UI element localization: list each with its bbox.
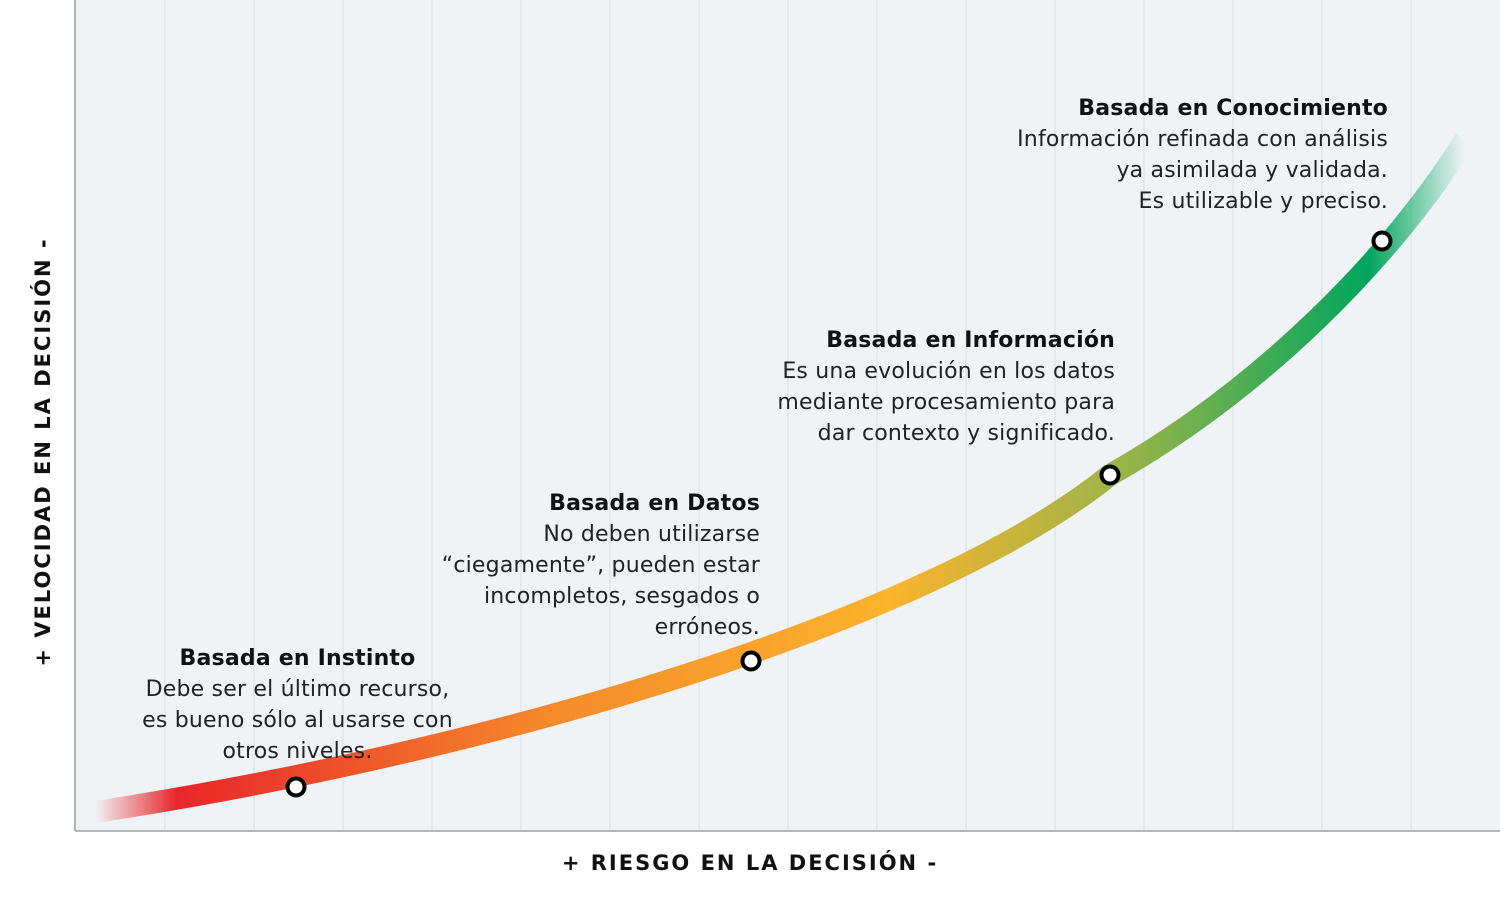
y-axis-label: + VELOCIDAD EN LA DECISIÓN - xyxy=(31,237,55,667)
stage-description: Información refinada con análisis ya asi… xyxy=(1017,127,1388,214)
stage-label-conocimiento: Basada en Conocimiento Información refin… xyxy=(968,93,1388,217)
stage-description: No deben utilizarse “ciegamente”, pueden… xyxy=(441,522,760,640)
stage-title: Basada en Instinto xyxy=(179,646,416,671)
stage-description: Debe ser el último recurso, es bueno sól… xyxy=(142,677,453,764)
maturity-curve xyxy=(93,134,1475,823)
stage-title: Basada en Conocimiento xyxy=(1078,96,1388,121)
stage-marker-conocimiento xyxy=(1371,230,1393,252)
grid-lines xyxy=(164,0,1412,831)
stage-label-datos: Basada en Datos No deben utilizarse “cie… xyxy=(400,488,760,643)
x-axis-label: + RIESGO EN LA DECISIÓN - xyxy=(561,851,939,875)
stage-title: Basada en Datos xyxy=(549,491,760,516)
stage-description: Es una evolución en los datos mediante p… xyxy=(777,359,1115,446)
stage-marker-datos xyxy=(740,650,762,672)
stage-label-instinto: Basada en Instinto Debe ser el último re… xyxy=(115,643,480,767)
stage-label-informacion: Basada en Información Es una evolución e… xyxy=(715,325,1115,449)
stage-marker-informacion xyxy=(1099,464,1121,486)
stage-title: Basada en Información xyxy=(826,328,1115,353)
stage-marker-instinto xyxy=(285,776,307,798)
